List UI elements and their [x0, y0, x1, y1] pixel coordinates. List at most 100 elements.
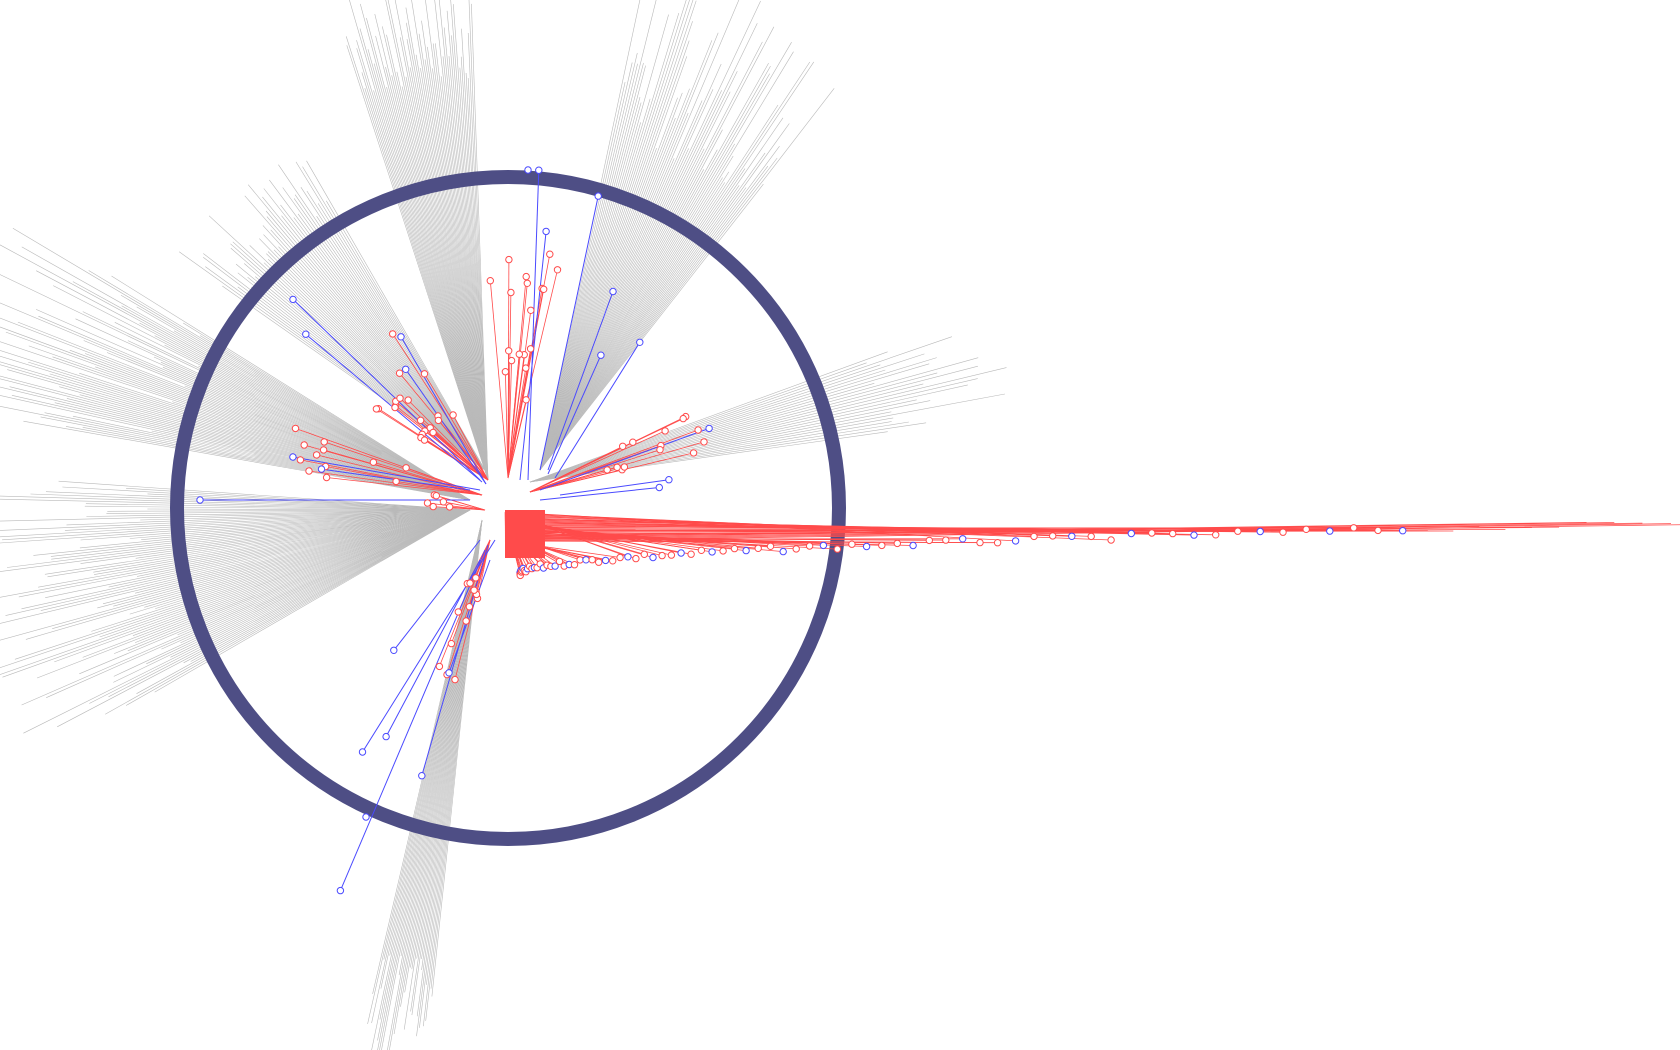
link-end-node — [1068, 532, 1076, 540]
red-link — [504, 522, 1615, 539]
link-end-node — [416, 416, 425, 424]
gray-link — [79, 509, 471, 549]
blue-link — [339, 549, 486, 891]
link-end-node — [667, 551, 676, 559]
link-end-node — [402, 464, 410, 472]
link-end-node — [595, 558, 603, 566]
link-end-node — [507, 356, 516, 365]
gray-link — [539, 88, 835, 471]
gray-link — [385, 66, 489, 481]
link-end-node — [697, 546, 706, 554]
link-end-node — [689, 449, 698, 457]
gray-link — [406, 39, 489, 481]
gray-link — [66, 398, 471, 501]
gray-link — [539, 100, 703, 471]
gray-link — [539, 177, 723, 471]
link-end-node — [434, 416, 443, 425]
gray-link — [85, 503, 471, 511]
link-end-node — [687, 550, 695, 558]
link-end-node — [619, 442, 627, 450]
gray-link — [136, 306, 471, 501]
link-end-node — [640, 550, 648, 558]
gray-link — [113, 509, 471, 683]
red-link — [326, 477, 483, 496]
link-end-node — [792, 545, 800, 553]
gray-link — [411, 0, 489, 481]
link-end-node — [1350, 524, 1358, 532]
link-end-node — [515, 350, 523, 358]
gray-link — [539, 52, 638, 471]
gray-link — [438, 0, 489, 481]
link-end-node — [636, 338, 644, 346]
gray-link — [360, 3, 489, 481]
gray-link — [52, 509, 471, 629]
red-link — [507, 292, 512, 479]
link-end-node — [620, 463, 629, 471]
gray-link — [40, 416, 471, 501]
gray-link — [183, 509, 471, 664]
link-end-node — [679, 414, 687, 423]
link-end-node — [465, 603, 474, 611]
gray-link — [113, 509, 471, 607]
gray-link — [0, 274, 471, 501]
blue-link — [385, 559, 481, 737]
gray-link — [244, 195, 486, 471]
gray-link — [0, 405, 471, 501]
gray-link — [539, 117, 784, 471]
gray-link — [137, 509, 471, 577]
link-end-node — [700, 438, 708, 446]
gray-link — [529, 422, 927, 483]
gray-link — [529, 399, 917, 483]
gray-link — [539, 97, 678, 471]
gray-link — [53, 285, 471, 501]
gray-link — [99, 509, 471, 638]
gray-link — [80, 509, 471, 541]
link-end-node — [420, 370, 429, 378]
gray-link — [82, 509, 471, 658]
link-end-node — [420, 436, 429, 444]
link-end-node — [472, 574, 480, 582]
gray-link — [432, 68, 489, 481]
gray-link — [2, 509, 471, 678]
gray-link — [451, 35, 489, 481]
link-end-node — [959, 535, 967, 543]
gray-link — [391, 75, 489, 481]
gray-link — [147, 508, 471, 511]
gray-link — [539, 165, 769, 471]
gray-link — [278, 164, 486, 471]
red-link — [507, 310, 532, 479]
gray-link — [155, 509, 471, 609]
link-end-node — [522, 396, 530, 404]
gray-link — [59, 386, 471, 501]
gray-link — [14, 509, 471, 660]
gray-link — [0, 509, 471, 522]
link-end-node — [445, 503, 454, 511]
blue-link — [448, 559, 491, 673]
gray-link — [266, 253, 486, 471]
link-end-node — [719, 547, 727, 555]
gray-link — [359, 28, 489, 481]
gray-link — [460, 56, 489, 481]
gray-link — [23, 420, 471, 501]
link-end-node — [694, 426, 702, 434]
link-end-node — [553, 266, 562, 274]
link-end-node — [319, 446, 328, 454]
gray-link — [107, 509, 471, 512]
gray-link — [461, 28, 489, 481]
gray-link — [79, 372, 471, 501]
gray-link — [95, 366, 471, 501]
link-end-node — [435, 662, 444, 671]
gray-link — [88, 270, 471, 501]
gray-link — [263, 234, 486, 471]
link-end-node — [317, 465, 326, 473]
link-end-node — [1302, 525, 1310, 533]
gray-link — [0, 326, 471, 501]
gray-link — [529, 421, 909, 483]
gray-link — [539, 62, 769, 471]
blue-link — [547, 291, 614, 471]
gray-link — [40, 509, 471, 611]
gray-link — [106, 509, 471, 514]
red-link — [395, 400, 489, 481]
gray-link — [5, 331, 471, 501]
gray-link — [127, 509, 471, 652]
